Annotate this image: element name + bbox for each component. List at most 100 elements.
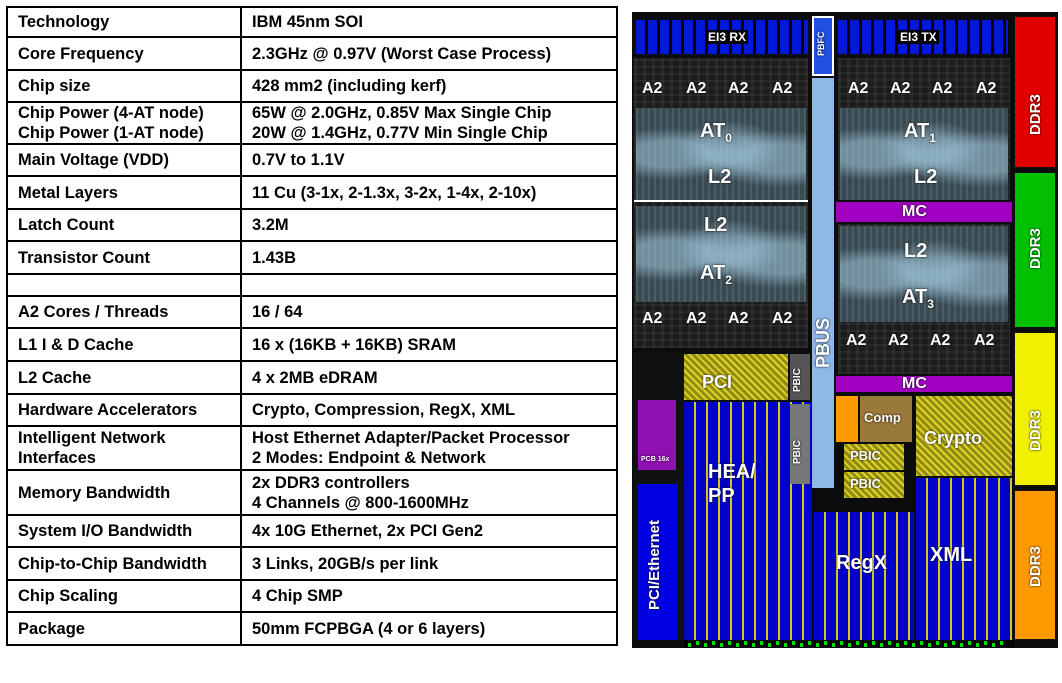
io-dot [880,643,883,647]
spec-row: Main Voltage (VDD) 0.7V to 1.1V [6,143,618,177]
io-dot [976,643,979,647]
a2-core-label: A2 [642,80,663,97]
pci-label: PCI [702,372,733,392]
ei3-tx-label: EI3 TX [898,30,939,44]
io-dot [936,641,939,645]
at3-l2 [840,226,1008,322]
io-dot [864,643,867,647]
spec-value: 16 / 64 [240,295,618,329]
spec-label [6,273,242,297]
io-dot [840,641,843,645]
spec-label: Main Voltage (VDD) [6,143,242,177]
pci-ethernet-label: PCI/Ethernet [646,519,663,610]
spec-label: A2 Cores / Threads [6,295,242,329]
spec-table: Technology IBM 45nm SOI Core Frequency 2.3G… [6,6,618,646]
io-dot [992,643,995,647]
xml-block: XML [916,478,1012,640]
spec-label: Memory Bandwidth [6,469,242,516]
spec-value: 50mm FCPBGA (4 or 6 layers) [240,611,618,646]
spec-row: Hardware Accelerators Crypto, Compression… [6,393,618,427]
spec-row: Memory Bandwidth 2x DDR3 controllers 4 Ch… [6,469,618,516]
at2-l2 [636,206,806,302]
spec-value: 3.2M [240,208,618,242]
spec-label: Latch Count [6,208,242,242]
io-dot [712,641,715,645]
io-dot [752,643,755,647]
spec-value: Host Ethernet Adapter/Packet Processor 2… [240,425,618,471]
io-dot [944,643,947,647]
pci-ethernet-block: PCI/Ethernet [638,484,678,640]
io-dot [736,643,739,647]
die-photo: EI3 RX EI3 TX PBFC PBUS A2 A2 A2 A2 AT0 … [632,12,1058,648]
io-dot [888,641,891,645]
ddr3-segment-red: DDR3 [1014,16,1056,168]
l2-label: L2 [904,240,928,262]
io-dot [808,641,811,645]
a2-core-label: A2 [890,80,911,97]
spec-label: Chip Scaling [6,579,242,613]
spec-row: Core Frequency 2.3GHz @ 0.97V (Worst Case… [6,36,618,71]
crypto-label: Crypto [924,428,982,448]
at1-l2 [840,108,1008,200]
io-dot [928,643,931,647]
a2-core-label: A2 [772,80,793,97]
io-dot [920,641,923,645]
spec-label: L2 Cache [6,360,242,395]
bottom-io-strip [684,640,1014,648]
pbfc-block: PBFC [812,16,834,76]
io-dot [816,643,819,647]
a2-core-label: A2 [686,310,707,327]
io-dot [696,641,699,645]
spec-value: 4 x 2MB eDRAM [240,360,618,395]
spec-label: Chip size [6,69,242,103]
pbus-block: PBUS [812,78,834,488]
spec-label: Metal Layers [6,175,242,210]
io-dot [792,641,795,645]
spec-row: L2 Cache 4 x 2MB eDRAM [6,360,618,395]
a2-core-label: A2 [642,310,663,327]
spec-row: A2 Cores / Threads 16 / 64 [6,295,618,329]
io-dot [872,641,875,645]
spec-value: 3 Links, 20GB/s per link [240,546,618,581]
pcb-block: PCB 16x [638,400,676,470]
at0-label: AT0 [700,120,732,145]
accel-orange-block [836,396,858,442]
pbic-mid-2: PBIC [844,472,904,498]
io-dot [728,641,731,645]
spec-row: Technology IBM 45nm SOI [6,6,618,38]
a2-core-label: A2 [728,310,749,327]
mc-label: MC [902,376,927,392]
spec-row: Chip Scaling 4 Chip SMP [6,579,618,613]
pbfc-label: PBFC [816,31,826,57]
a2-core-label: A2 [772,310,793,327]
at2-label: AT2 [700,262,732,287]
spec-value: 0.7V to 1.1V [240,143,618,177]
spec-value: 2.3GHz @ 0.97V (Worst Case Process) [240,36,618,71]
spec-row: Chip-to-Chip Bandwidth 3 Links, 20GB/s pe… [6,546,618,581]
a2-core-label: A2 [846,332,867,349]
a2-core-label: A2 [930,332,951,349]
spec-value: 2x DDR3 controllers 4 Channels @ 800-160… [240,469,618,516]
a2-core-label: A2 [728,80,749,97]
a2-core-label: A2 [848,80,869,97]
a2-core-label: A2 [932,80,953,97]
pbic-label: PBIC [850,476,882,491]
spec-label: Chip-to-Chip Bandwidth [6,546,242,581]
io-dot [856,641,859,645]
ddr3-label: DDR3 [1027,546,1044,587]
io-dot [776,641,779,645]
io-dot [720,643,723,647]
xml-label: XML [930,544,973,566]
io-dot [912,643,915,647]
spec-row: Transistor Count 1.43B [6,240,618,275]
spec-value: Crypto, Compression, RegX, XML [240,393,618,427]
l2-label: L2 [708,166,732,188]
spec-label: Hardware Accelerators [6,393,242,427]
spec-label: Intelligent Network Interfaces [6,425,242,471]
ddr3-label: DDR3 [1027,410,1044,451]
spec-label: System I/O Bandwidth [6,514,242,548]
comp-block: Comp [860,396,912,442]
pbic-left-tall: PBIC [790,404,810,484]
hea-pp-label: HEA/ PP [708,461,756,507]
at3-label: AT3 [902,286,934,311]
